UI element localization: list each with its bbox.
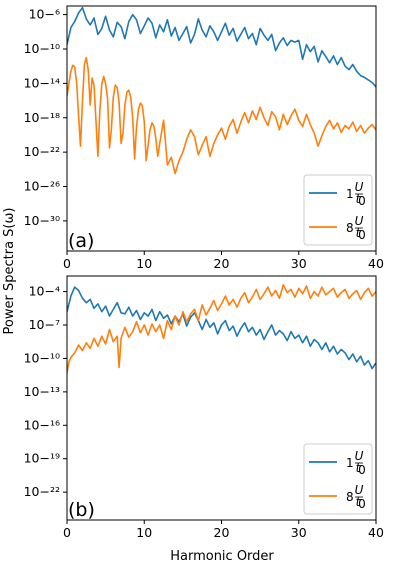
x-tick-label: 30 bbox=[291, 256, 307, 271]
legend-label-subscript: 0 bbox=[358, 497, 366, 511]
y-tick-label: 10−¹³ bbox=[24, 384, 60, 399]
x-tick-label: 40 bbox=[368, 256, 384, 271]
y-tick-label: 10−⁶ bbox=[29, 7, 60, 22]
y-tick-label: 10−²² bbox=[24, 484, 60, 499]
y-tick-label: 10−¹⁴ bbox=[24, 75, 60, 90]
panel-a: 0 10 20 30 4010−⁶10−¹⁰10−¹⁴10−¹⁸10−²²10−²⁶10… bbox=[24, 5, 384, 271]
y-tick-label: 10−²⁶ bbox=[24, 179, 60, 194]
legend-label-subscript: 0 bbox=[358, 228, 366, 242]
panel-label: (b) bbox=[68, 499, 95, 521]
y-tick-label: 10−⁷ bbox=[29, 317, 60, 332]
panel-b: 0 10 20 30 4010−⁴10−⁷10−¹⁰10−¹³10−¹⁶10−¹⁹10−… bbox=[24, 275, 384, 540]
panel-label: (a) bbox=[68, 230, 94, 252]
x-axis-label: Harmonic Order bbox=[170, 549, 274, 564]
x-tick-label: 30 bbox=[291, 525, 307, 540]
series-line-1 bbox=[67, 6, 376, 88]
x-tick-label: 0 bbox=[63, 525, 71, 540]
legend-label-numerator: U bbox=[355, 180, 364, 194]
legend-label-denominator: t bbox=[356, 192, 362, 206]
legend-label-denominator: t bbox=[356, 495, 362, 509]
y-axis-label: Power Spectra S(ω) bbox=[2, 208, 17, 335]
y-tick-label: 10−⁴ bbox=[29, 284, 60, 299]
legend-label-denominator: t bbox=[356, 461, 362, 475]
series-line-2 bbox=[67, 284, 376, 374]
legend-label-numerator: U bbox=[355, 483, 364, 497]
legend-label-1: 1 bbox=[346, 187, 354, 201]
x-tick-label: 20 bbox=[214, 256, 230, 271]
x-tick-label: 10 bbox=[136, 256, 152, 271]
y-tick-label: 10−¹⁸ bbox=[24, 110, 60, 125]
y-tick-label: 10−¹⁰ bbox=[24, 41, 60, 56]
y-tick-label: 10−¹⁰ bbox=[24, 350, 60, 365]
y-tick-label: 10−¹⁹ bbox=[24, 451, 60, 466]
legend-label-denominator: t bbox=[356, 226, 362, 240]
legend-label-numerator: U bbox=[355, 214, 364, 228]
x-tick-label: 20 bbox=[214, 525, 230, 540]
legend-label-1: 1 bbox=[346, 456, 354, 470]
legend-label-2: 8 bbox=[346, 490, 354, 504]
legend-label-subscript: 0 bbox=[358, 463, 366, 477]
y-tick-label: 10−²² bbox=[24, 144, 60, 159]
series-line-2 bbox=[67, 56, 376, 175]
series-line-1 bbox=[67, 286, 376, 370]
legend-label-numerator: U bbox=[355, 449, 364, 463]
x-tick-label: 10 bbox=[136, 525, 152, 540]
y-tick-label: 10−¹⁶ bbox=[24, 417, 60, 432]
x-tick-label: 40 bbox=[368, 525, 384, 540]
legend-label-2: 8 bbox=[346, 221, 354, 235]
legend-label-subscript: 0 bbox=[358, 194, 366, 208]
y-tick-label: 10−³⁰ bbox=[24, 213, 60, 228]
x-tick-label: 0 bbox=[63, 256, 71, 271]
